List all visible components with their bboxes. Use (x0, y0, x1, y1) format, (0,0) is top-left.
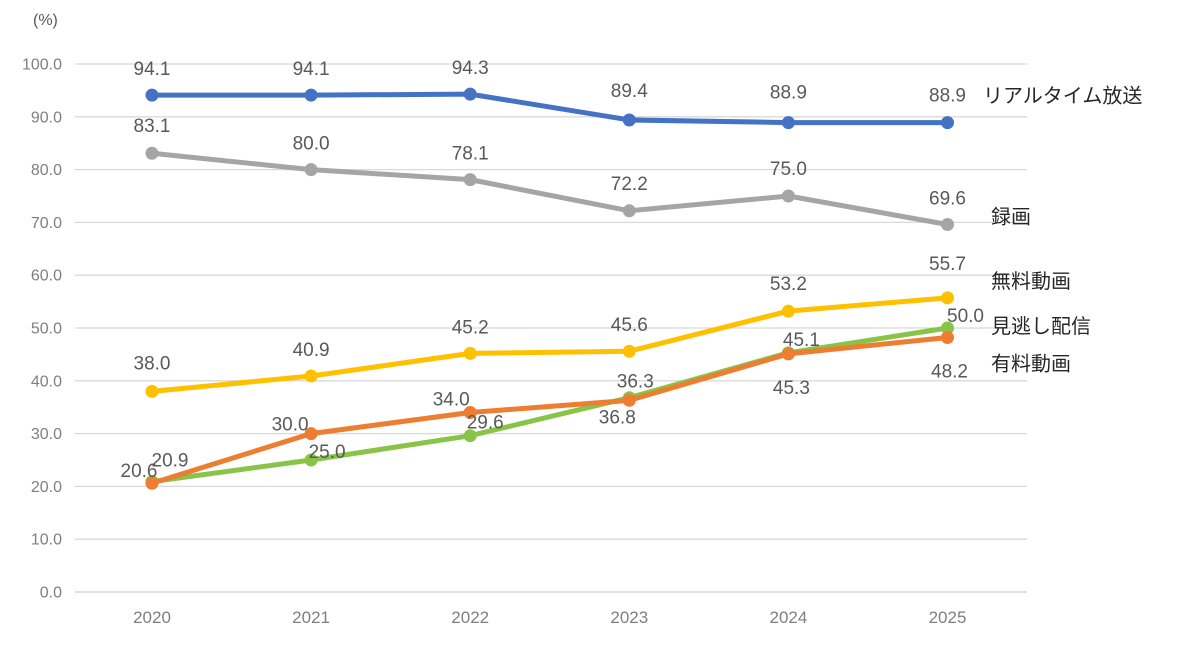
data-label-paid-video: 48.2 (931, 362, 968, 383)
data-labels: 94.1 94.1 94.3 89.4 88.9 88.9 83.1 80.0 78.1 72.2… (121, 58, 984, 482)
series-free-video-line (149, 295, 950, 394)
series-catchup-streaming-point (941, 321, 954, 335)
data-label-paid-video: 36.3 (617, 371, 654, 392)
data-label-paid-video: 34.0 (433, 389, 470, 410)
y-axis-tick-label: 60.0 (31, 268, 62, 285)
gridlines (75, 63, 1027, 593)
y-axis-unit-label: (%) (33, 12, 58, 29)
data-label-catchup-streaming: 50.0 (947, 306, 984, 327)
data-label-catchup-streaming: 29.6 (467, 413, 504, 434)
data-label-recorded-playback: 69.6 (929, 189, 966, 210)
legend-label-free-video: 無料動画 (991, 270, 1071, 293)
series-free-video-point (781, 304, 795, 318)
data-label-realtime-broadcast: 88.9 (929, 86, 966, 107)
series-recorded-playback (145, 146, 954, 232)
data-label-recorded-playback: 72.2 (611, 174, 648, 195)
data-label-recorded-playback: 83.1 (134, 116, 171, 137)
series-free-video-point (304, 369, 318, 383)
y-axis-tick-label: 70.0 (31, 215, 62, 232)
series-paid-video-point (145, 476, 159, 490)
series-recorded-playback-point (941, 218, 954, 232)
series-paid-video (145, 331, 954, 490)
y-axis-tick-label: 50.0 (31, 321, 62, 338)
y-axis-tick-label: 80.0 (31, 162, 62, 179)
series-realtime-broadcast (145, 87, 954, 130)
series-free-video-point (463, 346, 477, 360)
series-recorded-playback-point (304, 163, 318, 177)
series-paid-video-point (941, 331, 954, 345)
x-axis-tick-label: 2020 (133, 608, 171, 627)
series-realtime-broadcast-point (941, 116, 954, 130)
series-free-video (145, 291, 954, 398)
series-recorded-playback-line (149, 150, 950, 228)
series-realtime-broadcast-point (781, 116, 795, 130)
series-recorded-playback-point (463, 173, 477, 187)
series-free-video-point (941, 291, 954, 305)
data-label-realtime-broadcast: 88.9 (770, 83, 807, 104)
legend-label-catchup-streaming: 見逃し配信 (991, 315, 1091, 338)
data-label-free-video: 45.6 (611, 315, 648, 336)
y-axis-tick-labels: 0.0 10.0 20.0 30.0 40.0 50.0 60.0 70.0 80.0 90.0 1… (22, 57, 62, 602)
x-axis-tick-labels: 2020 2021 2022 2023 2024 2025 (133, 608, 966, 627)
series-catchup-streaming-point (304, 453, 318, 467)
series-recorded-playback-point (622, 204, 636, 218)
legend-label-realtime-broadcast: リアルタイム放送 (983, 85, 1142, 108)
data-label-catchup-streaming: 36.8 (599, 408, 636, 429)
data-label-realtime-broadcast: 94.1 (293, 59, 330, 80)
series-catchup-streaming-point (463, 429, 477, 443)
y-axis-tick-label: 40.0 (31, 373, 62, 390)
series-free-video-point (622, 344, 636, 358)
data-label-realtime-broadcast: 94.1 (134, 59, 171, 80)
y-axis-tick-label: 10.0 (31, 532, 62, 549)
data-label-realtime-broadcast: 94.3 (452, 58, 489, 79)
series-paid-video-point (622, 393, 636, 407)
data-label-free-video: 53.2 (770, 274, 807, 295)
y-axis-tick-label: 20.0 (31, 479, 62, 496)
series-paid-video-line (149, 335, 950, 486)
legend-label-paid-video: 有料動画 (991, 353, 1071, 376)
x-axis-tick-label: 2021 (292, 608, 330, 627)
data-label-recorded-playback: 75.0 (770, 159, 807, 180)
data-label-paid-video: 30.0 (272, 415, 309, 436)
x-axis-tick-label: 2025 (929, 608, 967, 627)
x-axis-tick-label: 2023 (610, 608, 648, 627)
data-label-realtime-broadcast: 89.4 (611, 81, 648, 102)
series-realtime-broadcast-point (304, 88, 318, 102)
data-label-recorded-playback: 80.0 (293, 134, 330, 155)
data-label-paid-video: 45.1 (783, 330, 820, 351)
data-label-free-video: 40.9 (293, 340, 330, 361)
series-realtime-broadcast-point (463, 87, 477, 101)
data-label-free-video: 45.2 (452, 317, 489, 338)
series-paid-video-point (304, 427, 318, 441)
y-axis-tick-label: 90.0 (31, 109, 62, 126)
legend-label-recorded-playback: 録画 (991, 206, 1031, 229)
y-axis-tick-label: 100.0 (22, 57, 62, 74)
series-recorded-playback-point (145, 146, 159, 160)
data-label-catchup-streaming: 25.0 (309, 442, 346, 463)
x-axis-tick-label: 2024 (769, 608, 807, 627)
series-free-video-point (145, 384, 159, 398)
series-paid-video-point (781, 347, 795, 361)
data-label-catchup-streaming: 45.3 (773, 378, 810, 399)
series-paid-video-point (463, 405, 477, 419)
y-axis-tick-label: 0.0 (40, 585, 62, 602)
data-label-catchup-streaming: 20.9 (152, 451, 189, 472)
x-axis-tick-label: 2022 (451, 608, 489, 627)
series-recorded-playback-point (781, 189, 795, 203)
series-realtime-broadcast-line (149, 91, 950, 126)
data-label-free-video: 38.0 (134, 353, 171, 374)
data-label-free-video: 55.7 (929, 254, 966, 275)
data-label-paid-video: 20.6 (121, 461, 158, 482)
series-realtime-broadcast-point (145, 88, 159, 102)
y-axis-tick-label: 30.0 (31, 426, 62, 443)
series-realtime-broadcast-point (622, 113, 636, 127)
data-label-recorded-playback: 78.1 (452, 144, 489, 165)
